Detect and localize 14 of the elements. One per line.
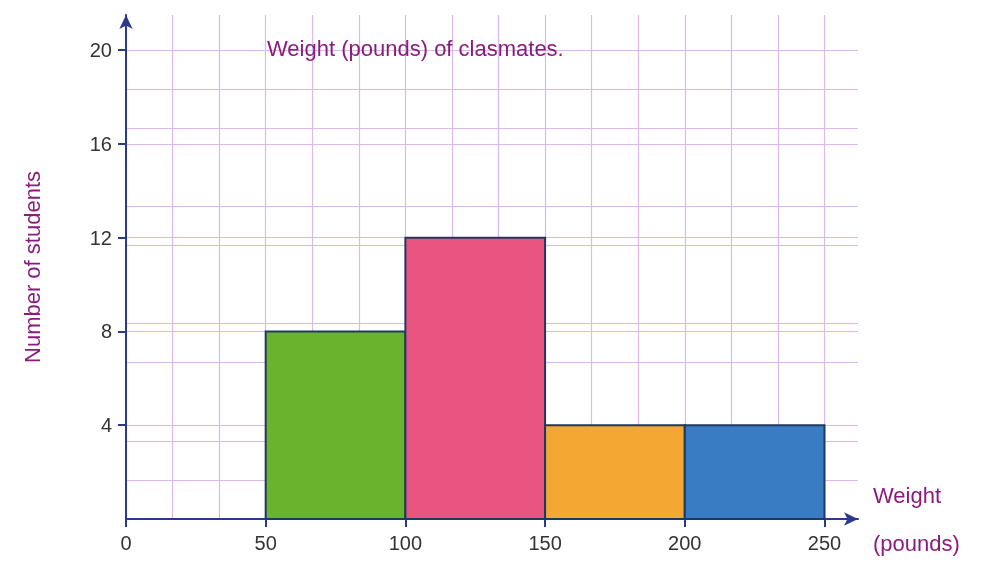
x-tick-label: 150 xyxy=(528,532,562,554)
y-tick-label: 16 xyxy=(89,132,112,155)
x-tick-label: 50 xyxy=(254,532,277,554)
text: Weight (pounds) of clasmates. xyxy=(267,35,564,61)
y-tick-label: 20 xyxy=(89,39,112,62)
x-tick-label: 250 xyxy=(807,532,842,554)
y-tick-label: 8 xyxy=(100,320,112,343)
x-tick-label: 0 xyxy=(120,532,132,554)
y-tick-label: 4 xyxy=(100,414,112,437)
y-axis-title: Number of students xyxy=(19,171,45,363)
x-tick-label: 100 xyxy=(388,532,423,554)
x-tick-label: 200 xyxy=(668,532,702,554)
y-tick-label: 12 xyxy=(89,226,112,249)
x-axis-title: Weight (pounds) xyxy=(873,482,960,556)
